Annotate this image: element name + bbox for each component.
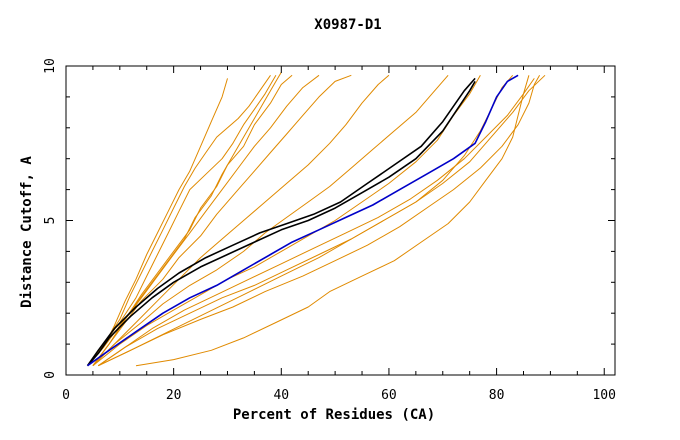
x-tick-label: 60 bbox=[381, 388, 397, 403]
series-line-12 bbox=[92, 74, 449, 367]
y-tick-label: 10 bbox=[43, 58, 58, 74]
y-tick-label: 0 bbox=[43, 371, 58, 379]
series-line-3 bbox=[87, 74, 519, 367]
series-line-14 bbox=[98, 78, 535, 367]
x-axis-label: Percent of Residues (CA) bbox=[233, 407, 435, 423]
x-tick-label: 0 bbox=[62, 388, 70, 403]
series-line-15 bbox=[98, 74, 546, 367]
series-line-16 bbox=[98, 75, 541, 367]
x-tick-label: 100 bbox=[592, 388, 615, 403]
x-tick-label: 40 bbox=[273, 388, 289, 403]
chart-title: X0987-D1 bbox=[314, 17, 381, 33]
series-line-5 bbox=[87, 75, 271, 367]
series-line-6 bbox=[87, 75, 277, 367]
y-tick-label: 5 bbox=[43, 217, 58, 225]
y-axis-label: Distance Cutoff, A bbox=[19, 156, 35, 308]
series-line-4 bbox=[87, 78, 228, 367]
series-line-8 bbox=[92, 74, 293, 367]
series-line-10 bbox=[92, 74, 352, 367]
x-tick-label: 80 bbox=[489, 388, 505, 403]
series-line-18 bbox=[135, 75, 530, 367]
x-tick-label: 20 bbox=[166, 388, 182, 403]
series-layer bbox=[86, 71, 546, 367]
ticks-layer: 0 20 40 60 80 100 0 5 10 bbox=[43, 58, 616, 403]
series-line-11 bbox=[92, 74, 390, 367]
series-line-9 bbox=[92, 74, 320, 367]
series-line-2 bbox=[86, 77, 476, 367]
series-line-1 bbox=[86, 80, 476, 367]
